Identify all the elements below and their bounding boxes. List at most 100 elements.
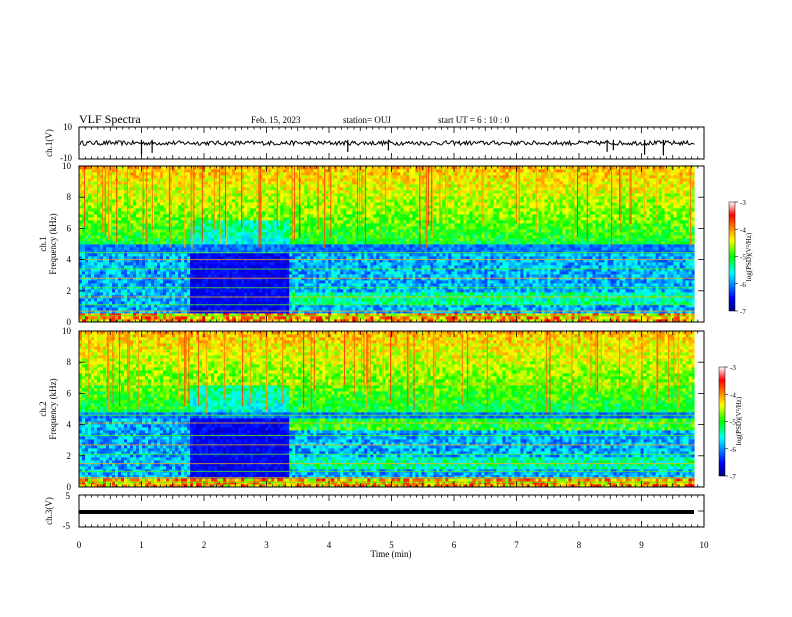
spectrogram-cell bbox=[250, 265, 253, 268]
spectrogram-cell bbox=[145, 310, 148, 313]
spectrogram-cell bbox=[106, 271, 109, 274]
spectrogram-cell bbox=[292, 316, 295, 319]
spectrogram-cell bbox=[211, 283, 214, 286]
spectrogram-cell bbox=[328, 262, 331, 265]
spectrogram-cell bbox=[211, 298, 214, 301]
spectrogram-cell bbox=[91, 223, 94, 226]
spectrogram-cell bbox=[307, 244, 310, 247]
spectrogram-cell bbox=[124, 187, 127, 190]
spectrogram-cell bbox=[148, 220, 151, 223]
spectrogram-cell bbox=[253, 283, 256, 286]
spectrogram-cell bbox=[202, 262, 205, 265]
spectrogram-cell bbox=[340, 235, 343, 238]
spectrogram-cell bbox=[250, 316, 253, 319]
spectrogram-cell bbox=[202, 265, 205, 268]
spectrogram-cell bbox=[274, 232, 277, 235]
spectrogram-cell bbox=[223, 271, 226, 274]
spectrogram-cell bbox=[85, 226, 88, 229]
spectrogram-cell bbox=[205, 199, 208, 202]
spectrogram-cell bbox=[112, 172, 115, 175]
spectrogram-cell bbox=[235, 184, 238, 187]
spectrogram-cell bbox=[133, 175, 136, 178]
spectrogram-cell bbox=[244, 229, 247, 232]
spectrogram-cell bbox=[301, 262, 304, 265]
spectrogram-cell bbox=[268, 262, 271, 265]
spectrogram-cell bbox=[250, 184, 253, 187]
spectrogram-cell bbox=[160, 301, 163, 304]
spectrogram-cell bbox=[109, 181, 112, 184]
spectrogram-cell bbox=[235, 271, 238, 274]
spectrogram-cell bbox=[247, 205, 250, 208]
spectrogram-cell bbox=[154, 202, 157, 205]
spectrogram-cell bbox=[232, 205, 235, 208]
spectrogram-cell bbox=[250, 229, 253, 232]
spectrogram-cell bbox=[85, 205, 88, 208]
spectrogram-cell bbox=[184, 310, 187, 313]
spectrogram-cell bbox=[82, 271, 85, 274]
spectrogram-cell bbox=[232, 187, 235, 190]
spectrogram-cell bbox=[187, 307, 190, 310]
spectrogram-cell bbox=[238, 232, 241, 235]
spectrogram-cell bbox=[334, 271, 337, 274]
spectrogram-cell bbox=[229, 223, 232, 226]
spectrogram-cell bbox=[250, 169, 253, 172]
spectrogram-cell bbox=[154, 211, 157, 214]
spectrogram-cell bbox=[121, 229, 124, 232]
spectrogram-cell bbox=[268, 208, 271, 211]
spectrogram-cell bbox=[307, 301, 310, 304]
spectrogram-cell bbox=[349, 307, 352, 310]
spectrogram-cell bbox=[262, 256, 265, 259]
spectrogram-cell bbox=[175, 196, 178, 199]
spectrogram-cell bbox=[289, 292, 292, 295]
spectrogram-cell bbox=[112, 193, 115, 196]
spectrogram-cell bbox=[202, 298, 205, 301]
spectrogram-cell bbox=[148, 235, 151, 238]
spectrogram-cell bbox=[229, 244, 232, 247]
spectrogram-cell bbox=[265, 193, 268, 196]
spectrogram-cell bbox=[118, 238, 121, 241]
spectrogram-cell bbox=[232, 310, 235, 313]
spectrogram-cell bbox=[325, 244, 328, 247]
spectrogram-cell bbox=[229, 202, 232, 205]
spectrogram-cell bbox=[85, 247, 88, 250]
spectrogram-cell bbox=[295, 310, 298, 313]
spectrogram-cell bbox=[85, 178, 88, 181]
spectrogram-cell bbox=[331, 316, 334, 319]
spectrogram-cell bbox=[133, 190, 136, 193]
spectrogram-cell bbox=[181, 175, 184, 178]
spectrogram-cell bbox=[85, 238, 88, 241]
spectrogram-cell bbox=[283, 274, 286, 277]
spectrogram-cell bbox=[325, 235, 328, 238]
spectrogram-cell bbox=[355, 316, 358, 319]
spectrogram-cell bbox=[106, 298, 109, 301]
spectrogram-cell bbox=[352, 223, 355, 226]
spectrogram-cell bbox=[112, 301, 115, 304]
spectrogram-cell bbox=[139, 241, 142, 244]
spectrogram-cell bbox=[94, 166, 97, 169]
spectrogram-cell bbox=[181, 169, 184, 172]
spectrogram-cell bbox=[331, 238, 334, 241]
spectrogram-cell bbox=[94, 220, 97, 223]
spectrogram-cell bbox=[106, 283, 109, 286]
spectrogram-cell bbox=[352, 292, 355, 295]
spectrogram-cell bbox=[79, 271, 82, 274]
spectrogram-cell bbox=[313, 202, 316, 205]
spectrogram-cell bbox=[334, 175, 337, 178]
spectrogram-cell bbox=[160, 211, 163, 214]
spectrogram-cell bbox=[262, 271, 265, 274]
spectrogram-cell bbox=[340, 262, 343, 265]
spectrogram-cell bbox=[247, 271, 250, 274]
spectrogram-cell bbox=[109, 271, 112, 274]
spectrogram-cell bbox=[214, 271, 217, 274]
spectrogram-cell bbox=[196, 229, 199, 232]
spectrogram-cell bbox=[199, 244, 202, 247]
spectrogram-cell bbox=[307, 187, 310, 190]
spectrogram-cell bbox=[313, 298, 316, 301]
spectrogram-cell bbox=[268, 292, 271, 295]
spectrogram-cell bbox=[85, 208, 88, 211]
spectrogram-cell bbox=[94, 193, 97, 196]
spectrogram-cell bbox=[214, 238, 217, 241]
spectrogram-cell bbox=[304, 274, 307, 277]
spectrogram-cell bbox=[280, 217, 283, 220]
spectrogram-cell bbox=[175, 235, 178, 238]
